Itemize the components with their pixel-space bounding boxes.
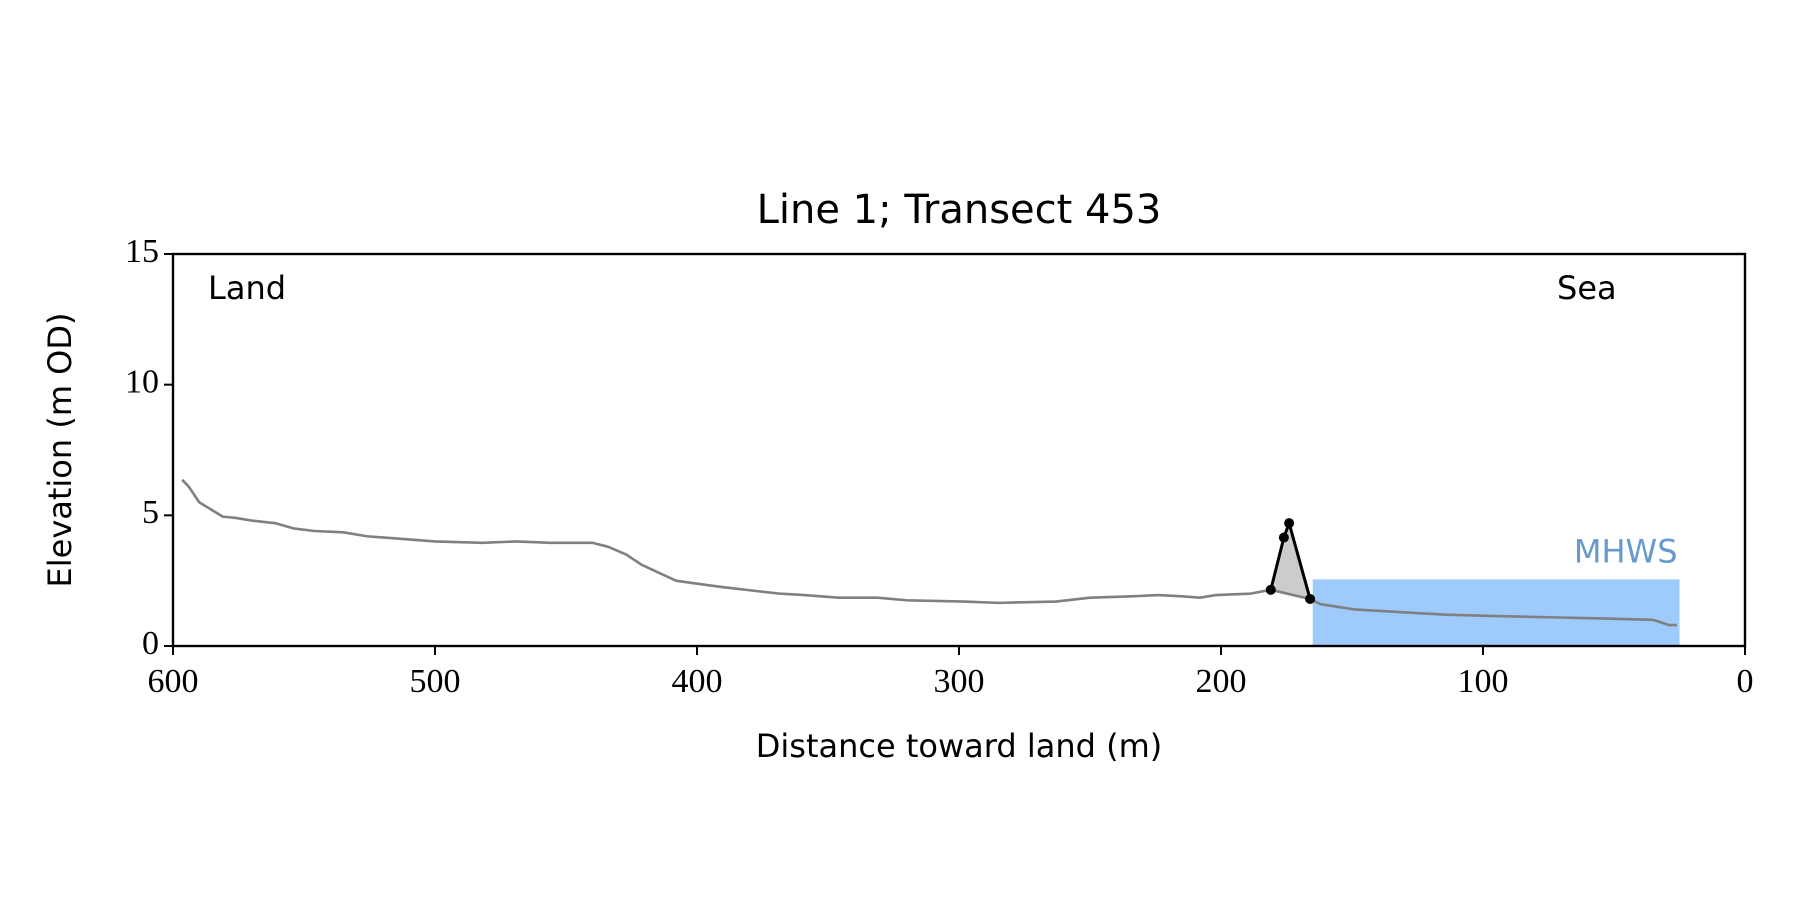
series-marker — [1284, 518, 1295, 529]
x-tick-label: 200 — [1196, 663, 1247, 700]
series-marker — [1278, 532, 1289, 543]
series-line — [181, 478, 1677, 627]
dune-fill — [1270, 523, 1311, 599]
y-tick-label: 15 — [125, 233, 159, 270]
x-tick-label: 500 — [410, 663, 461, 700]
y-tick-label: 0 — [142, 625, 159, 662]
y-axis-label: Elevation (m OD) — [41, 313, 79, 588]
annotation: Land — [208, 269, 286, 307]
x-tick-label: 100 — [1458, 663, 1509, 700]
x-tick-label: 400 — [672, 663, 723, 700]
x-tick-label: 0 — [1737, 663, 1754, 700]
y-tick-label: 10 — [125, 363, 159, 400]
annotation: Sea — [1557, 269, 1617, 307]
x-tick-label: 300 — [934, 663, 985, 700]
chart-title: Line 1; Transect 453 — [757, 187, 1162, 233]
series-line — [1269, 521, 1312, 600]
x-axis-label: Distance toward land (m) — [756, 727, 1162, 765]
mhws-band — [1312, 579, 1680, 646]
y-tick-label: 5 — [142, 494, 159, 531]
mhws-label: MHWS — [1574, 532, 1678, 570]
series-marker — [1265, 584, 1276, 595]
x-tick-label: 600 — [148, 663, 199, 700]
series-marker — [1305, 593, 1316, 604]
